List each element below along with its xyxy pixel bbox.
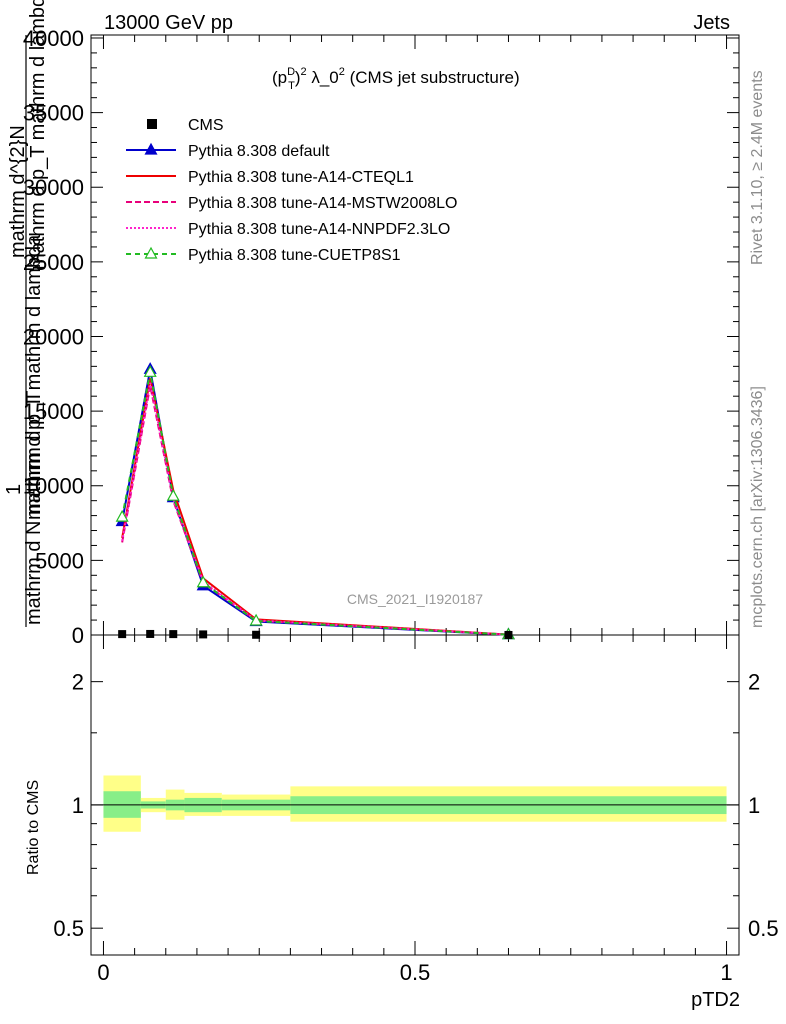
ratio-tick-label-right: 2 [748, 670, 760, 695]
data-points-layer [118, 629, 513, 639]
legend-label: Pythia 8.308 tune-A14-MSTW2008LO [188, 195, 457, 212]
series-marker [115, 509, 129, 522]
legend: CMS Pythia 8.308 default Pythia 8.308 tune… [126, 117, 457, 264]
data-point [146, 629, 155, 638]
y-axis-label-mid2: mathrm d p_T mathrm d lambda [23, 234, 45, 520]
ratio-tick-label-right: 1 [748, 793, 760, 818]
series-marker [249, 613, 263, 626]
legend-label-data: CMS [188, 117, 224, 134]
data-point [199, 630, 208, 639]
ratio-tick-label: 2 [72, 670, 84, 695]
y-tick-label: 5000 [35, 548, 84, 573]
analysis-watermark: CMS_2021_I1920187 [347, 591, 483, 607]
rivet-version-text: Rivet 3.1.10, ≥ 2.4M events [749, 70, 766, 265]
y-axis-label-one: 1 [3, 484, 25, 495]
ratio-tick-label: 1 [72, 793, 84, 818]
ratio-axis-label: Ratio to CMS [25, 780, 42, 875]
series-line [121, 378, 509, 636]
y-axis-label-top: mathrm d^{2}N [7, 125, 29, 258]
legend-label: Pythia 8.308 tune-CUETP8S1 [188, 247, 401, 264]
y-tick-label: 30000 [23, 175, 84, 200]
x-tick-label: 0 [97, 960, 109, 985]
data-point [118, 630, 127, 639]
ratio-axis-ticks: 0.5 0.5 1 1 2 2 [53, 670, 778, 942]
legend-label: Pythia 8.308 default [188, 143, 330, 160]
y-tick-label: 10000 [23, 474, 84, 499]
y-tick-label: 35000 [23, 101, 84, 126]
series-marker [196, 575, 210, 588]
series-line [121, 372, 509, 636]
x-tick-label: 1 [720, 960, 732, 985]
mcplots-credit-text: mcplots.cern.ch [arXiv:1306.3436] [749, 386, 766, 628]
ratio-tick-label-right: 0.5 [748, 916, 779, 941]
plot-title: (pD T)2 λ_02 (CMS jet substructure) [272, 66, 520, 92]
y-axis-ticks: 0 5000 10000 15000 20000 25000 30000 35000 40000 [23, 26, 739, 648]
series-marker [166, 488, 180, 501]
legend-marker-data [147, 119, 157, 129]
y-axis-label-bottom: mathrm d N mathrm d p_T [23, 390, 45, 625]
data-point [169, 630, 178, 639]
y-tick-label: 25000 [23, 250, 84, 275]
y-tick-label: 20000 [23, 324, 84, 349]
legend-label: Pythia 8.308 tune-A14-NNPDF2.3LO [188, 221, 450, 238]
header-right: Jets [693, 12, 730, 34]
y-tick-label: 40000 [23, 26, 84, 51]
data-point [252, 630, 261, 639]
legend-label: Pythia 8.308 tune-A14-CTEQL1 [188, 169, 414, 186]
y-axis-label-mid: mathrm d p_T mathrm d lambda [27, 0, 49, 270]
x-axis-label: pTD2 [691, 989, 740, 1011]
series-marker [144, 246, 158, 259]
series-marker [143, 365, 157, 377]
series-line [121, 382, 509, 636]
header-left: 13000 GeV pp [104, 12, 233, 34]
data-point [504, 630, 513, 639]
series-marker [144, 142, 158, 155]
ratio-bands [103, 775, 727, 832]
y-tick-label: 15000 [23, 399, 84, 424]
y-tick-label: 0 [72, 623, 84, 648]
ratio-tick-label: 0.5 [53, 916, 84, 941]
x-tick-label: 0.5 [400, 960, 431, 985]
